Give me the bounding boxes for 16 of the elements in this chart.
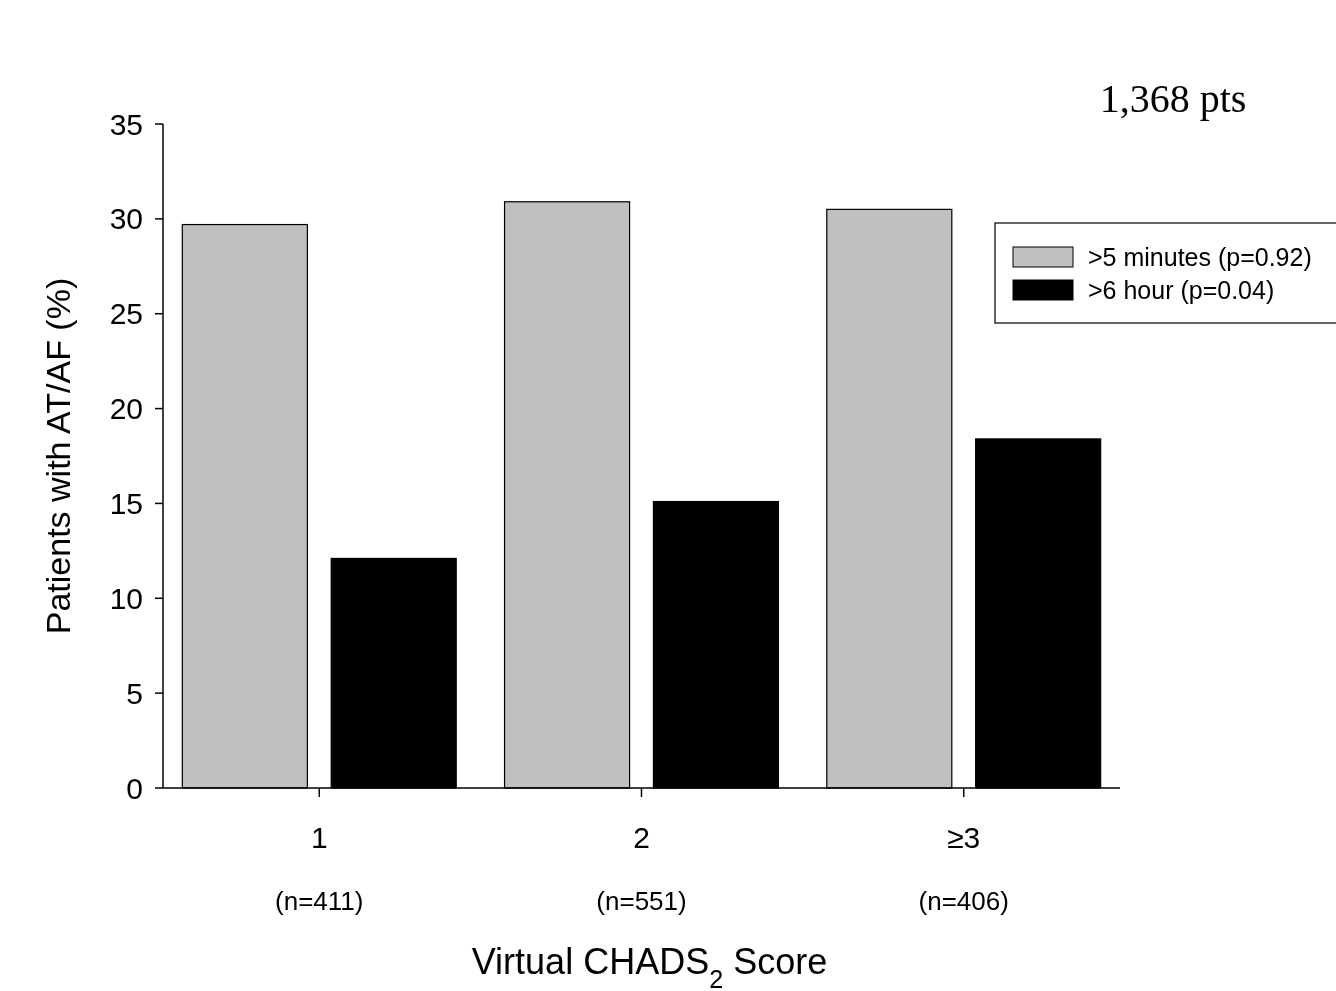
y-tick-label: 30 [109, 202, 143, 236]
y-axis-title: Patients with AT/AF (%) [39, 277, 77, 635]
x-tick-label: 2 (n=551) [596, 821, 687, 916]
legend-label: >6 hour (p=0.04) [1088, 275, 1275, 304]
y-tick-label: 25 [109, 297, 143, 331]
x-tick-label: ≥3 (n=406) [918, 821, 1009, 916]
y-tick-label: 0 [126, 771, 143, 805]
y-tick-label: 15 [109, 486, 143, 520]
y-tick-label: 35 [109, 107, 143, 141]
y-tick-label: 20 [109, 392, 143, 426]
x-axis-title: Virtual CHADS$_{2}$ Score [471, 941, 828, 991]
x-tick-label: 1 (n=411) [275, 821, 364, 916]
y-tick-label: 10 [109, 581, 143, 615]
text: 1,368 pts [1099, 76, 1247, 121]
legend-label: >5 minutes (p=0.92) [1088, 242, 1312, 271]
y-tick-label: 5 [126, 676, 143, 710]
